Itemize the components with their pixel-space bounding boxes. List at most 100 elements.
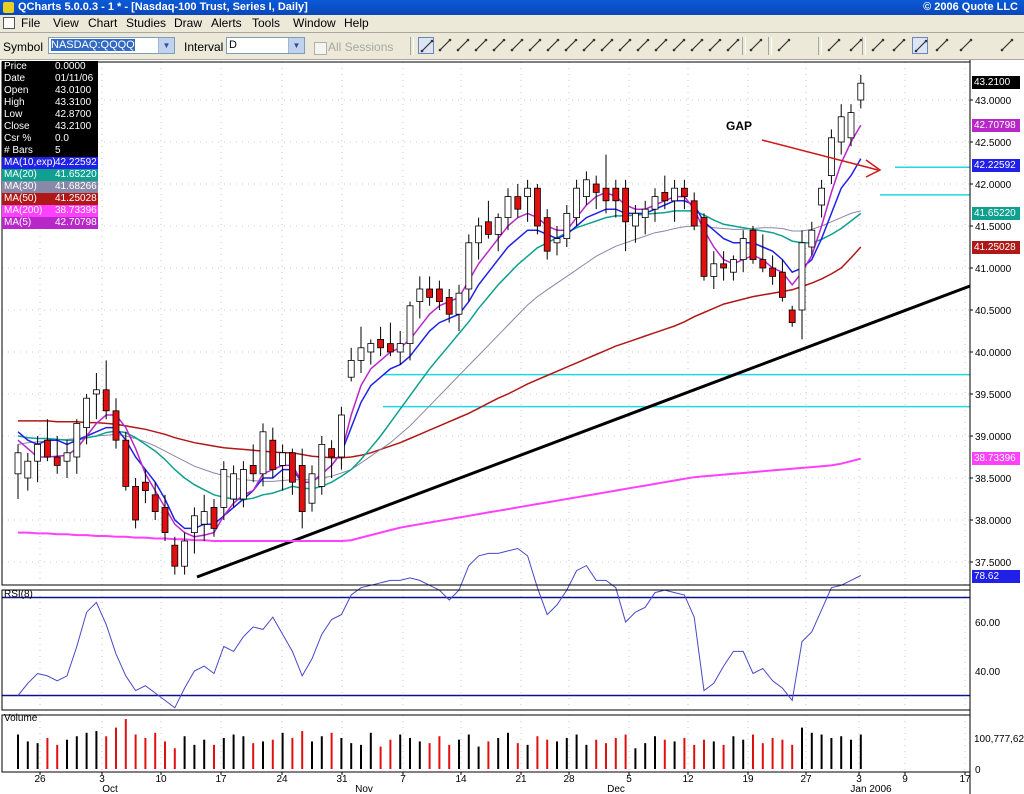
data-window-value: 42.70798 [55, 217, 97, 228]
candle-body [455, 292, 463, 315]
candle [661, 175, 669, 210]
support-trendline [196, 284, 971, 579]
candle [739, 230, 747, 273]
volume-value-tag: 100,777,62 [972, 733, 1024, 746]
symbol-value: NASDAQ:QQQQ [51, 39, 135, 51]
pitchfork-icon[interactable] [653, 37, 669, 54]
rsi-tick-label: 60.00 [975, 618, 1000, 629]
fib-fan-icon[interactable] [527, 37, 543, 54]
ma-line [18, 246, 862, 459]
expand-icon[interactable] [999, 37, 1015, 54]
menu-file[interactable]: File [21, 16, 41, 30]
data-window-value: 5 [55, 145, 61, 156]
interval-select[interactable]: D ▼ [226, 37, 305, 54]
menu-studies[interactable]: Studies [126, 16, 167, 30]
candle-style-icon[interactable] [826, 37, 842, 54]
candle-body [632, 212, 639, 227]
symbol-input[interactable]: NASDAQ:QQQQ ▼ [48, 37, 175, 54]
candle-body [710, 263, 718, 277]
data-window-row: # Bars 5 [2, 145, 98, 157]
zoom-chart-icon[interactable] [891, 37, 907, 54]
gann-icon[interactable] [599, 37, 615, 54]
candles [14, 74, 865, 575]
date-tick-label: 3 [856, 774, 862, 785]
log-scale-icon[interactable] [870, 37, 886, 54]
candle [337, 406, 345, 470]
data-window-label: Close [4, 121, 30, 132]
print-icon[interactable] [748, 37, 764, 54]
candle [847, 104, 855, 147]
channel-icon[interactable] [581, 37, 597, 54]
candle [269, 427, 277, 478]
candle-body [534, 187, 541, 227]
title-bar: QCharts 5.0.0.3 - 1 * - [Nasdaq-100 Trus… [0, 0, 1024, 15]
copyright-text: © 2006 Quote LLC [923, 1, 1018, 13]
fib-arc-icon[interactable] [545, 37, 561, 54]
menu-tools[interactable]: Tools [252, 16, 281, 30]
candle [622, 179, 629, 252]
data-window: Price 0.0000 Date 01/11/06 Open 43.0100 High 43… [2, 61, 98, 229]
rsi-value-tag: 78.62 [972, 570, 1020, 584]
data-window-label: MA(20) [4, 169, 37, 180]
chart-area[interactable]: 43.0000 42.5000 42.0000 41.5000 41.0000 40.50… [0, 60, 1024, 794]
interval-label: Interval [184, 40, 224, 54]
toolbar-separator [768, 37, 772, 55]
candle-body [543, 217, 551, 252]
bar-style-icon[interactable] [776, 37, 792, 54]
trend-icon[interactable] [491, 37, 507, 54]
line-style-icon[interactable] [848, 37, 864, 54]
andrews-icon[interactable] [635, 37, 651, 54]
data-window-value: 43.2100 [55, 121, 92, 132]
data-window-label: Date [4, 73, 26, 84]
data-window-row: MA(30) 41.68266 [2, 181, 98, 193]
menu-help[interactable]: Help [344, 16, 369, 30]
text-tool-icon[interactable] [707, 37, 723, 54]
fib-time-icon[interactable] [563, 37, 579, 54]
candle [749, 226, 757, 264]
menu-window[interactable]: Window [293, 16, 336, 30]
price-tick-label: 43.0000 [975, 96, 1012, 107]
candle-body [367, 343, 375, 353]
compress-icon[interactable] [912, 37, 928, 54]
ma-line [18, 457, 862, 542]
panel-frames [1, 60, 971, 794]
record-icon[interactable] [725, 37, 741, 54]
ray-icon[interactable] [455, 37, 471, 54]
candle-body [553, 238, 561, 244]
menu-draw[interactable]: Draw [174, 16, 203, 30]
candle-body [465, 242, 473, 290]
pointer-icon[interactable] [418, 37, 434, 54]
data-window-row: Open 43.0100 [2, 85, 98, 97]
menu-alerts[interactable]: Alerts [211, 16, 242, 30]
fib-icon[interactable] [509, 37, 525, 54]
overlay-icon[interactable] [934, 37, 950, 54]
price-tick-label: 42.0000 [975, 180, 1012, 191]
price-tick-label: 38.0000 [975, 516, 1012, 527]
month-label: Dec [607, 784, 625, 794]
fit-width-icon[interactable] [958, 37, 974, 54]
candle-body [435, 288, 443, 302]
grid-lines [2, 62, 970, 772]
document-icon[interactable] [3, 17, 15, 29]
all-sessions-checkbox[interactable] [314, 42, 327, 55]
candle-body [563, 212, 571, 239]
data-window-label: Price [4, 61, 27, 72]
chevron-down-icon[interactable]: ▼ [158, 38, 174, 53]
candle-body [818, 187, 825, 206]
cycle-icon[interactable] [671, 37, 687, 54]
candle [788, 305, 796, 327]
candle [583, 171, 590, 205]
month-label: Nov [355, 784, 373, 794]
candle [161, 494, 169, 541]
date-tick-label: 28 [563, 774, 575, 785]
menu-view[interactable]: View [53, 16, 79, 30]
error-channel-icon[interactable] [689, 37, 705, 54]
arrow-line-icon[interactable] [473, 37, 489, 54]
speed-line-icon[interactable] [617, 37, 633, 54]
chevron-down-icon[interactable]: ▼ [288, 38, 304, 53]
menu-chart[interactable]: Chart [88, 16, 118, 30]
gap-annotation: GAP [726, 119, 752, 133]
line-icon[interactable] [437, 37, 453, 54]
candle-body [779, 271, 786, 298]
candle-body [93, 389, 100, 395]
